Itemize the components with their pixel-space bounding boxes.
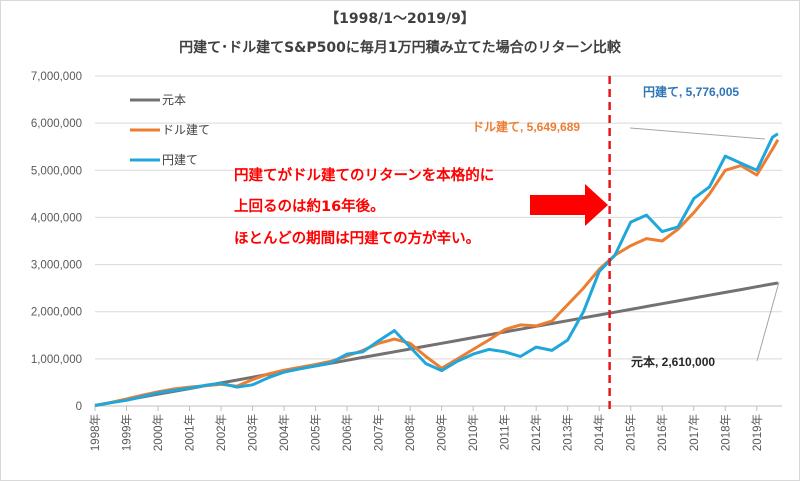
- x-tick-label: 2005年: [309, 414, 323, 451]
- x-tick-label: 2003年: [246, 414, 260, 451]
- end-label-usd: ドル建て, 5,649,689: [472, 119, 580, 134]
- x-tick-label: 2009年: [435, 414, 449, 451]
- x-tick-label: 2015年: [624, 414, 638, 451]
- x-tick-label: 2007年: [372, 414, 386, 451]
- x-tick-label: 2018年: [718, 414, 732, 451]
- callout-line-3: ほとんどの期間は円建ての方が辛い。: [234, 229, 480, 247]
- legend-label-usd: ドル建て: [162, 123, 210, 137]
- x-tick-label: 2013年: [561, 414, 575, 451]
- y-tick-label: 3,000,000: [31, 260, 82, 272]
- series-jpy-line: [94, 132, 779, 407]
- y-tick-label: 6,000,000: [31, 118, 82, 130]
- x-tick-label: 2017年: [687, 414, 701, 451]
- x-tick-label: 2008年: [403, 414, 417, 451]
- y-tick-label: 7,000,000: [31, 71, 82, 83]
- end-labels: 円建て, 5,776,005 ドル建て, 5,649,689 元本, 2,610…: [472, 84, 780, 369]
- y-tick-label: 0: [76, 401, 82, 413]
- x-tick-label: 1999年: [120, 414, 134, 451]
- x-tick-label: 2012年: [529, 414, 543, 451]
- x-tick-label: 2014年: [592, 414, 606, 451]
- x-tick-label: 2006年: [340, 414, 354, 451]
- x-tick-label: 2016年: [655, 414, 669, 451]
- x-tick-label: 2010年: [466, 414, 480, 451]
- legend-label-jpy: 円建て: [162, 153, 198, 167]
- x-tick-label: 1998年: [88, 414, 102, 451]
- y-tick-label: 4,000,000: [31, 212, 82, 224]
- gridlines: [95, 75, 782, 407]
- legend: 元本 ドル建て 円建て: [130, 93, 210, 167]
- y-tick-label: 5,000,000: [31, 165, 82, 177]
- callout-line-2: 上回るのは約16年後。: [234, 197, 385, 215]
- y-tick-label: 1,000,000: [31, 354, 82, 366]
- x-axis-ticks: 1998年 1999年 2000年 2001年 2002年 2003年 2004年 2005年…: [88, 406, 764, 451]
- callout-annotation: 円建てがドル建てのリターンを本格的に 上回るのは約16年後。 ほとんどの期間は円…: [234, 166, 608, 247]
- y-tick-label: 2,000,000: [31, 307, 82, 319]
- right-arrow-icon: [530, 184, 608, 226]
- x-tick-label: 2004年: [277, 414, 291, 451]
- y-axis-ticks: 0 1,000,000 2,000,000 3,000,000 4,000,000 5,0…: [31, 71, 82, 413]
- end-label-jpy: 円建て, 5,776,005: [643, 84, 739, 99]
- callout-line-1: 円建てがドル建てのリターンを本格的に: [234, 166, 494, 184]
- leader-line-principal: [756, 281, 780, 362]
- series-lines: [94, 132, 780, 407]
- x-tick-label: 2001年: [183, 414, 197, 451]
- x-tick-label: 2002年: [214, 414, 228, 451]
- end-label-principal: 元本, 2,610,000: [631, 354, 715, 369]
- legend-label-principal: 元本: [162, 93, 186, 107]
- x-tick-label: 2019年: [750, 414, 764, 451]
- chart-title: 【1998/1～2019/9】: [325, 11, 475, 27]
- leader-line-usd: [629, 127, 766, 140]
- x-tick-label: 2011年: [498, 414, 512, 450]
- x-tick-label: 2000年: [151, 414, 165, 451]
- chart-subtitle: 円建て･ドル建てS&P500に毎月1万円積み立てた場合のリターン比較: [179, 39, 622, 56]
